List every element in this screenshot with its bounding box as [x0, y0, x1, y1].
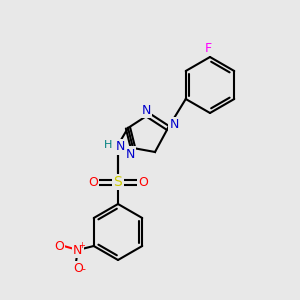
- Text: H: H: [104, 140, 112, 150]
- Text: N: N: [169, 118, 179, 131]
- Text: N: N: [73, 244, 83, 256]
- Text: N: N: [141, 103, 151, 116]
- Text: N: N: [115, 140, 125, 154]
- Text: O: O: [73, 262, 83, 275]
- Text: O: O: [138, 176, 148, 188]
- Text: S: S: [114, 175, 122, 189]
- Text: +: +: [78, 241, 85, 250]
- Text: -: -: [82, 264, 86, 274]
- Text: O: O: [54, 239, 64, 253]
- Text: F: F: [204, 41, 211, 55]
- Text: N: N: [125, 148, 135, 160]
- Text: O: O: [88, 176, 98, 188]
